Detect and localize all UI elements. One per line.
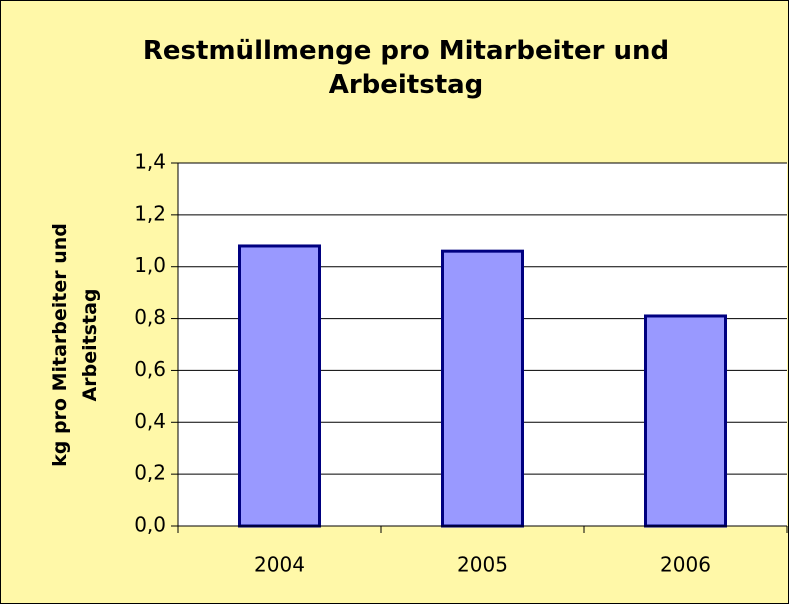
x-tick-label: 2004 bbox=[254, 553, 305, 577]
bar bbox=[644, 314, 727, 528]
chart-title: Restmüllmenge pro Mitarbeiter und Arbeits… bbox=[143, 36, 669, 100]
y-tick-label: 0,2 bbox=[134, 461, 166, 485]
bar bbox=[441, 249, 524, 528]
y-tick-label: 0,8 bbox=[134, 305, 166, 329]
y-tick-label: 1,4 bbox=[134, 150, 166, 174]
bar bbox=[238, 244, 321, 528]
y-axis-label: kg pro Mitarbeiter und Arbeitstag bbox=[49, 223, 101, 467]
x-tick-label: 2006 bbox=[660, 553, 711, 577]
y-tick-label: 0,4 bbox=[134, 409, 166, 433]
y-tick-label: 1,2 bbox=[134, 201, 166, 225]
x-tick-label: 2005 bbox=[457, 553, 508, 577]
y-tick-label: 1,0 bbox=[134, 253, 166, 277]
y-tick-label: 0,0 bbox=[134, 513, 166, 537]
y-tick-label: 0,6 bbox=[134, 357, 166, 381]
